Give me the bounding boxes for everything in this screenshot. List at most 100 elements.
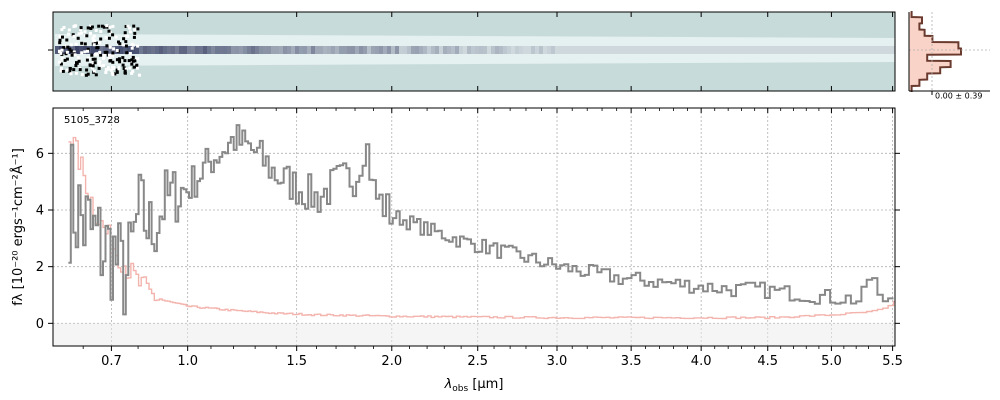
trace-core [119, 46, 123, 54]
noise-pixel [130, 71, 134, 75]
noise-pixel [115, 49, 119, 52]
trace-halo [351, 35, 355, 65]
trace-core [387, 46, 391, 54]
noise-pixel [97, 61, 101, 65]
trace-halo [567, 36, 571, 64]
trace-core [719, 46, 723, 54]
x-tick-label: 4.0 [691, 354, 712, 369]
trace-core [795, 46, 799, 54]
trace-halo [415, 35, 419, 65]
trace-halo [455, 35, 459, 65]
noise-pixel [124, 67, 128, 71]
trace-halo [679, 36, 683, 64]
trace-halo [811, 37, 815, 63]
trace-halo [439, 35, 443, 65]
trace-halo [787, 37, 791, 63]
noise-pixel [88, 63, 92, 67]
trace-core [787, 46, 791, 54]
trace-halo [399, 35, 403, 65]
trace-halo [635, 36, 639, 64]
trace-core [423, 46, 427, 54]
trace-core [275, 46, 279, 54]
trace-core [567, 46, 571, 54]
trace-core [587, 46, 591, 54]
trace-halo [471, 35, 475, 65]
trace-halo [355, 35, 359, 65]
trace-halo [495, 36, 499, 64]
noise-pixel [106, 25, 110, 29]
trace-core [143, 46, 147, 54]
trace-core [451, 46, 455, 54]
trace-halo [431, 35, 435, 65]
noise-pixel [92, 69, 96, 73]
noise-pixel [61, 35, 64, 39]
trace-core [471, 46, 475, 54]
trace-halo [751, 37, 755, 63]
trace-halo [727, 37, 731, 63]
noise-pixel [111, 60, 115, 64]
trace-halo [463, 35, 467, 65]
noise-pixel [98, 41, 101, 45]
trace-halo [835, 37, 839, 63]
noise-pixel [86, 56, 90, 60]
trace-core [303, 46, 307, 54]
noise-pixel [79, 28, 83, 32]
trace-core [647, 46, 651, 54]
trace-halo [239, 34, 243, 66]
trace-halo [819, 37, 823, 63]
noise-pixel [72, 34, 76, 38]
trace-core [407, 46, 411, 54]
noise-pixel [112, 67, 116, 71]
noise-pixel [94, 73, 98, 77]
trace-core [163, 46, 167, 54]
trace-core [839, 46, 843, 54]
noise-pixel [111, 54, 115, 58]
noise-pixel [128, 66, 132, 70]
noise-pixel [110, 71, 114, 75]
trace-core [427, 46, 431, 54]
trace-core [619, 46, 623, 54]
trace-core [555, 46, 559, 54]
trace-halo [375, 35, 379, 65]
trace-core [791, 46, 795, 54]
trace-core [707, 46, 711, 54]
trace-halo [711, 37, 715, 63]
noise-pixel [121, 63, 125, 67]
trace-halo [279, 35, 283, 65]
trace-halo [343, 35, 347, 65]
x-tick-label: 5.0 [821, 354, 842, 369]
noise-pixel [60, 48, 64, 52]
trace-halo [435, 35, 439, 65]
noise-pixel [132, 43, 135, 47]
trace-core [279, 46, 283, 54]
trace-halo [731, 37, 735, 63]
trace-halo [803, 37, 807, 63]
trace-halo [347, 35, 351, 65]
trace-core [531, 46, 535, 54]
noise-pixel [71, 33, 75, 37]
trace-halo [543, 36, 547, 64]
trace-halo [303, 35, 307, 65]
noise-pixel [74, 71, 78, 75]
noise-pixel [107, 53, 111, 57]
trace-core [843, 46, 847, 54]
noise-pixel [61, 69, 65, 73]
noise-pixel [121, 43, 125, 47]
trace-halo [779, 37, 783, 63]
noise-pixel [96, 41, 100, 45]
trace-halo [267, 35, 271, 65]
trace-core [455, 46, 459, 54]
noise-pixel [93, 61, 97, 65]
noise-pixel [107, 29, 111, 33]
trace-halo [407, 35, 411, 65]
trace-core [167, 46, 171, 54]
spectrum-2d-frame [52, 11, 896, 92]
spectrum-2d-trace [55, 24, 895, 77]
trace-core [443, 46, 447, 54]
noise-pixel [132, 65, 136, 69]
trace-core [363, 46, 367, 54]
trace-core [855, 46, 859, 54]
noise-pixel [129, 30, 132, 34]
trace-halo [867, 37, 871, 63]
noise-pixel [90, 66, 94, 70]
